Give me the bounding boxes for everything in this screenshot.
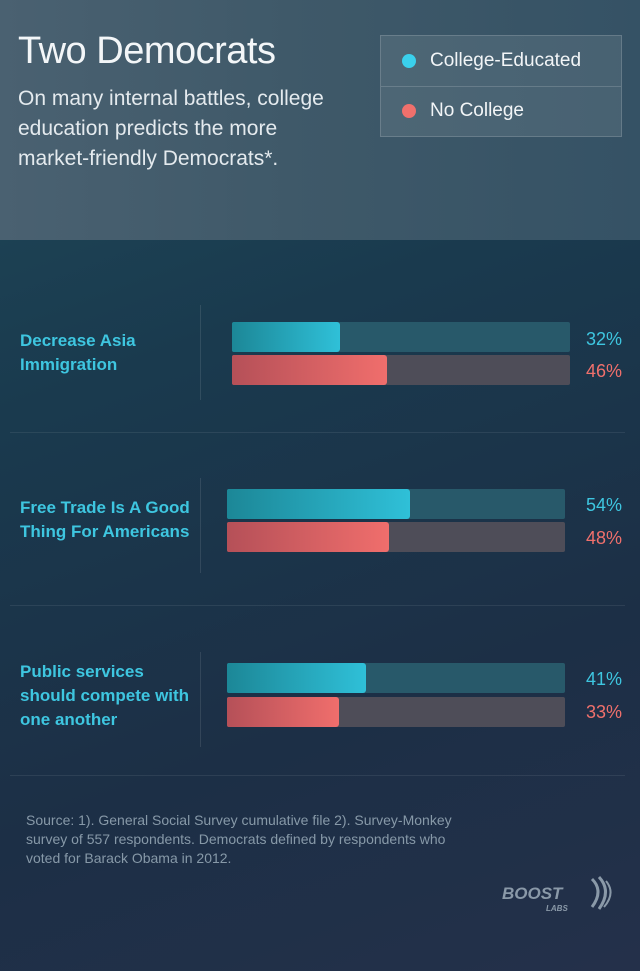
value-label-college-public: 41% [585,669,622,689]
header-band: Two Democrats On many internal battles, … [0,0,640,240]
logo-subtext: LABS [546,904,568,913]
bar-track-nocollege-asia [232,355,570,385]
bar-college-trade [227,489,410,519]
section-separator [10,775,625,776]
group-divider [200,652,201,747]
value-label-nocollege-public: 33% [585,702,622,722]
value-label-college-asia: 32% [585,329,622,349]
value-label-nocollege-asia: 46% [585,361,622,381]
legend-label: No College [430,100,524,121]
legend: College-Educated No College [380,35,622,137]
value-label-college-trade: 54% [585,495,622,515]
chart-subtitle: On many internal battles, college educat… [18,87,324,170]
bar-college-public [227,663,366,693]
legend-dot-college-educated [402,54,416,68]
group-divider [200,478,201,573]
section-separator [10,605,625,606]
chart-title: Two Democrats [18,30,276,72]
bar-track-nocollege-public [227,697,565,727]
bar-track-college-public [227,663,565,693]
category-label-free-trade: Free Trade Is A Good Thing For Americans [20,498,190,541]
source-note: Source: 1). General Social Survey cumula… [26,812,452,866]
bar-track-college-asia [232,322,570,352]
legend-dot-no-college [402,104,416,118]
boost-labs-logo: BOOST LABS [500,873,620,915]
category-label-asia-immigration: Decrease Asia Immigration [20,331,136,374]
legend-label: College-Educated [430,50,582,71]
bar-nocollege-trade [227,522,390,552]
boost-labs-logo-icon: BOOST LABS [502,875,612,913]
bar-track-college-trade [227,489,565,519]
group-divider [200,305,201,400]
bar-nocollege-asia [232,355,388,385]
section-separator [10,432,625,433]
bar-nocollege-public [227,697,339,727]
legend-item-college-educated: College-Educated [381,36,621,87]
category-label-public-services: Public services should compete with one … [20,662,190,729]
logo-text: BOOST [502,884,564,903]
value-label-nocollege-trade: 48% [585,528,622,548]
bar-college-asia [232,322,341,352]
bar-track-nocollege-trade [227,522,565,552]
legend-item-no-college: No College [381,86,621,136]
